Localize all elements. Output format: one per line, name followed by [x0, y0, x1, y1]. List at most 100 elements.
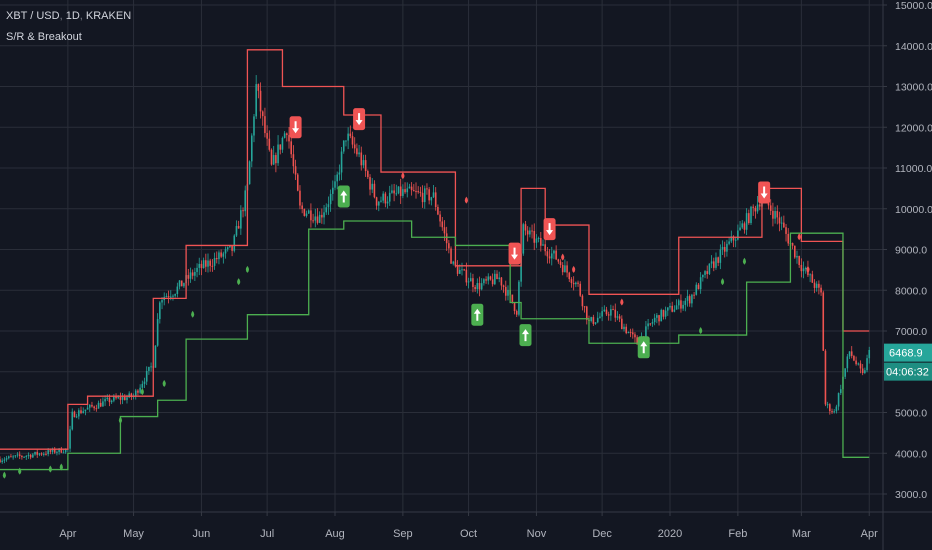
candle [533, 223, 536, 251]
candle-body [621, 318, 623, 330]
candle [356, 143, 358, 157]
candle [734, 236, 737, 248]
candle-body [756, 204, 759, 212]
arrow-down-icon [546, 223, 554, 236]
candle-body [515, 311, 518, 315]
candle [395, 184, 398, 196]
candle-body [568, 272, 571, 280]
arrow-down-icon [760, 186, 768, 199]
candle-body [542, 244, 544, 246]
candle [124, 394, 126, 401]
candle-body [546, 251, 549, 257]
candle [165, 293, 168, 298]
candle-body [165, 296, 168, 298]
candle-body [474, 286, 476, 290]
candle-body [463, 269, 465, 271]
candle [14, 454, 17, 459]
candle [487, 273, 490, 285]
resistance-line [0, 49, 870, 450]
candle-body [235, 226, 238, 236]
candle-body [430, 197, 433, 201]
candle [222, 251, 225, 264]
candle [257, 83, 260, 99]
candle [868, 346, 871, 364]
candle-body [200, 263, 203, 269]
candle [377, 200, 380, 212]
candle-body [292, 154, 295, 167]
candle [656, 312, 658, 324]
candle [3, 457, 6, 464]
price-tick-label: 7000.0 [895, 326, 927, 338]
candle-body [86, 407, 89, 410]
candle-body [34, 451, 36, 455]
candle [723, 241, 726, 258]
candle [610, 304, 612, 321]
candle-body [154, 345, 157, 368]
candle-body [110, 400, 113, 403]
candle-body [242, 210, 244, 212]
candle-body [693, 294, 695, 296]
candle [561, 262, 564, 276]
candle [688, 294, 691, 307]
signal-dot [2, 471, 6, 479]
candle [651, 318, 654, 327]
candle [772, 202, 774, 227]
arrow-down-icon [292, 121, 300, 134]
candle [616, 311, 619, 321]
candle [275, 152, 277, 173]
candle-body [616, 316, 619, 318]
candle-body [161, 300, 163, 303]
candle-body [494, 273, 496, 285]
price-tick-label: 14000.0 [895, 41, 932, 53]
candle-body [29, 454, 32, 458]
candle [513, 302, 516, 315]
candle [45, 450, 47, 456]
chart-legend-title[interactable]: XBT / USD, 1D, KRAKEN [6, 10, 132, 22]
candle [113, 394, 115, 403]
price-tick-label: 4000.0 [895, 448, 927, 460]
current-price-value: 6468.9 [889, 348, 923, 360]
candle-body [373, 183, 376, 198]
candle [629, 328, 632, 338]
candle [259, 82, 262, 119]
candle [248, 160, 251, 185]
candle [25, 454, 28, 460]
candle-body [625, 326, 628, 334]
candle-body [388, 192, 391, 202]
current-price-tag: 6468.9 [884, 343, 932, 362]
candle-body [191, 272, 194, 276]
candle-body [367, 171, 369, 178]
candle [242, 207, 244, 218]
candle-body [32, 454, 34, 458]
candle [837, 392, 840, 411]
signal-dot [191, 310, 195, 318]
candle [419, 186, 422, 197]
candle-body [215, 258, 218, 260]
candle [478, 276, 481, 297]
candle-body [117, 397, 120, 399]
candle [507, 285, 509, 301]
candle-body [56, 451, 58, 453]
candle [36, 449, 39, 458]
candle-body [124, 397, 126, 400]
candle-body [785, 227, 787, 234]
candle [787, 228, 790, 246]
candle-body [406, 188, 409, 193]
candle [329, 189, 332, 212]
candle [408, 183, 411, 189]
candle-body [583, 306, 586, 308]
candle-body [791, 243, 794, 246]
candle [198, 257, 201, 276]
candle-body [776, 211, 779, 218]
candle-body [237, 226, 240, 229]
candle [178, 279, 181, 290]
candle-body [264, 116, 266, 134]
candle-body [518, 281, 520, 315]
candle [855, 356, 857, 366]
price-tick-label: 13000.0 [895, 82, 932, 94]
candle-body [461, 269, 463, 271]
price-tick-label: 11000.0 [895, 163, 932, 175]
candle-body [691, 294, 693, 304]
indicator-legend[interactable]: S/R & Breakout [6, 30, 82, 44]
